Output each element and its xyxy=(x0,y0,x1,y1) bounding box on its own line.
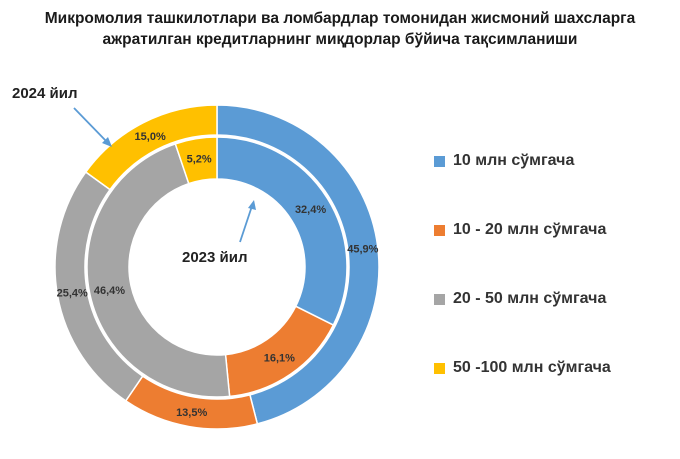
legend-swatch-20-50m xyxy=(434,293,445,305)
outer-slice-10m xyxy=(216,104,380,425)
inner-slice-20-50m xyxy=(86,142,231,398)
legend-label-20-50m: 20 - 50 млн сўмгача xyxy=(453,290,607,307)
outer-value-label-20-50m: 25,4% xyxy=(57,287,88,299)
legend-item-10-20m: 10 - 20 млн сўмгача xyxy=(434,217,611,243)
outer-slice-50-100m xyxy=(84,104,218,191)
legend-swatch-10-20m xyxy=(434,224,445,236)
callout-arrow-2023 xyxy=(239,205,253,243)
callout-label-2024: 2024 йил xyxy=(12,85,78,102)
callout-2023: 2023 йил xyxy=(182,200,256,266)
callout-arrowhead-2023 xyxy=(248,200,256,210)
chart-title-line-2: ажратилган кредитларнинг миқдорлар бўйич… xyxy=(102,31,578,48)
callout-arrowhead-2024 xyxy=(102,137,112,147)
legend-item-10m: 10 млн сўмгача xyxy=(434,148,611,174)
legend-label-10-20m: 10 - 20 млн сўмгача xyxy=(453,221,607,238)
inner-value-label-10-20m: 16,1% xyxy=(264,353,295,365)
legend-item-50-100m: 50 -100 млн сўмгача xyxy=(434,355,611,381)
inner-slice-50-100m xyxy=(174,136,218,185)
legend: 10 млн сўмгача 10 - 20 млн сўмгача 20 - … xyxy=(434,148,611,424)
inner-value-label-50-100m: 5,2% xyxy=(187,153,212,165)
legend-label-10m: 10 млн сўмгача xyxy=(453,152,575,169)
callout-2024: 2024 йил xyxy=(12,85,112,147)
chart-title: Микромолия ташкилотлари ва ломбардлар то… xyxy=(0,8,680,50)
callout-arrow-2024 xyxy=(73,107,109,144)
outer-value-label-10m: 45,9% xyxy=(347,244,378,256)
inner-ring-2023 xyxy=(86,136,348,398)
value-labels: 45,9% 13,5% 25,4% 15,0% 32,4% 16,1% 46,4% 5,2% xyxy=(57,131,379,419)
outer-value-label-50-100m: 15,0% xyxy=(135,131,166,143)
chart-title-line-1: Микромолия ташкилотлари ва ломбардлар то… xyxy=(44,10,636,27)
legend-item-20-50m: 20 - 50 млн сўмгача xyxy=(434,286,611,312)
legend-swatch-10m xyxy=(434,155,445,167)
inner-slice-10m xyxy=(216,136,348,327)
inner-value-label-20-50m: 46,4% xyxy=(94,285,125,297)
legend-swatch-50-100m xyxy=(434,362,445,374)
outer-ring-2024 xyxy=(54,104,380,430)
inner-value-label-10m: 32,4% xyxy=(295,204,326,216)
outer-value-label-10-20m: 13,5% xyxy=(176,407,207,419)
callout-label-2023: 2023 йил xyxy=(182,249,248,266)
legend-label-50-100m: 50 -100 млн сўмгача xyxy=(453,359,611,376)
